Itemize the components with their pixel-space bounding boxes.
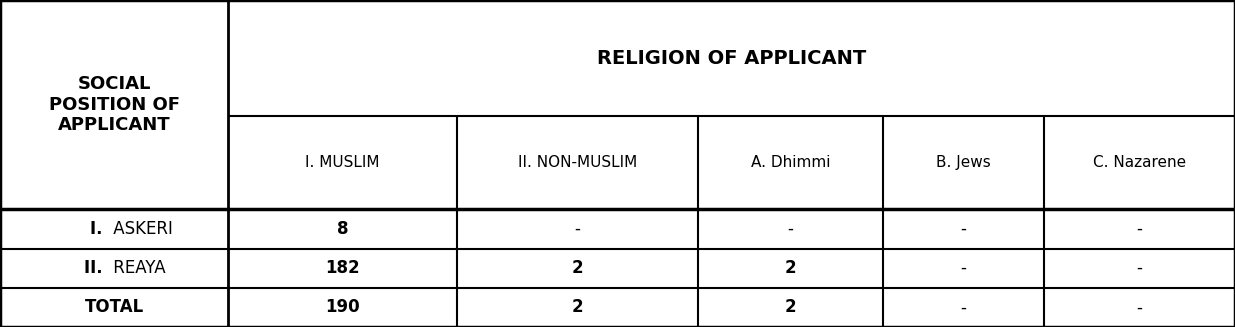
Text: C. Nazarene: C. Nazarene [1093, 155, 1186, 170]
Text: -: - [961, 298, 966, 317]
Text: -: - [1136, 220, 1142, 238]
Text: SOCIAL
POSITION OF
APPLICANT: SOCIAL POSITION OF APPLICANT [48, 75, 180, 134]
Text: TOTAL: TOTAL [85, 298, 143, 317]
Text: I.: I. [90, 220, 109, 238]
Text: -: - [961, 259, 966, 277]
Text: A. Dhimmi: A. Dhimmi [751, 155, 830, 170]
Text: 2: 2 [784, 298, 797, 317]
Text: ASKERI: ASKERI [109, 220, 173, 238]
Text: -: - [1136, 259, 1142, 277]
Text: II. NON-MUSLIM: II. NON-MUSLIM [517, 155, 637, 170]
Text: I. MUSLIM: I. MUSLIM [305, 155, 380, 170]
Text: -: - [1136, 298, 1142, 317]
Text: II.: II. [84, 259, 109, 277]
Text: 2: 2 [572, 298, 583, 317]
Text: -: - [788, 220, 793, 238]
Text: REAYA: REAYA [109, 259, 165, 277]
Text: -: - [574, 220, 580, 238]
Text: RELIGION OF APPLICANT: RELIGION OF APPLICANT [597, 48, 867, 68]
Text: -: - [961, 220, 966, 238]
Text: B. Jews: B. Jews [936, 155, 990, 170]
Text: 8: 8 [337, 220, 348, 238]
Text: 190: 190 [325, 298, 361, 317]
Text: 2: 2 [572, 259, 583, 277]
Text: 182: 182 [325, 259, 361, 277]
Text: 2: 2 [784, 259, 797, 277]
